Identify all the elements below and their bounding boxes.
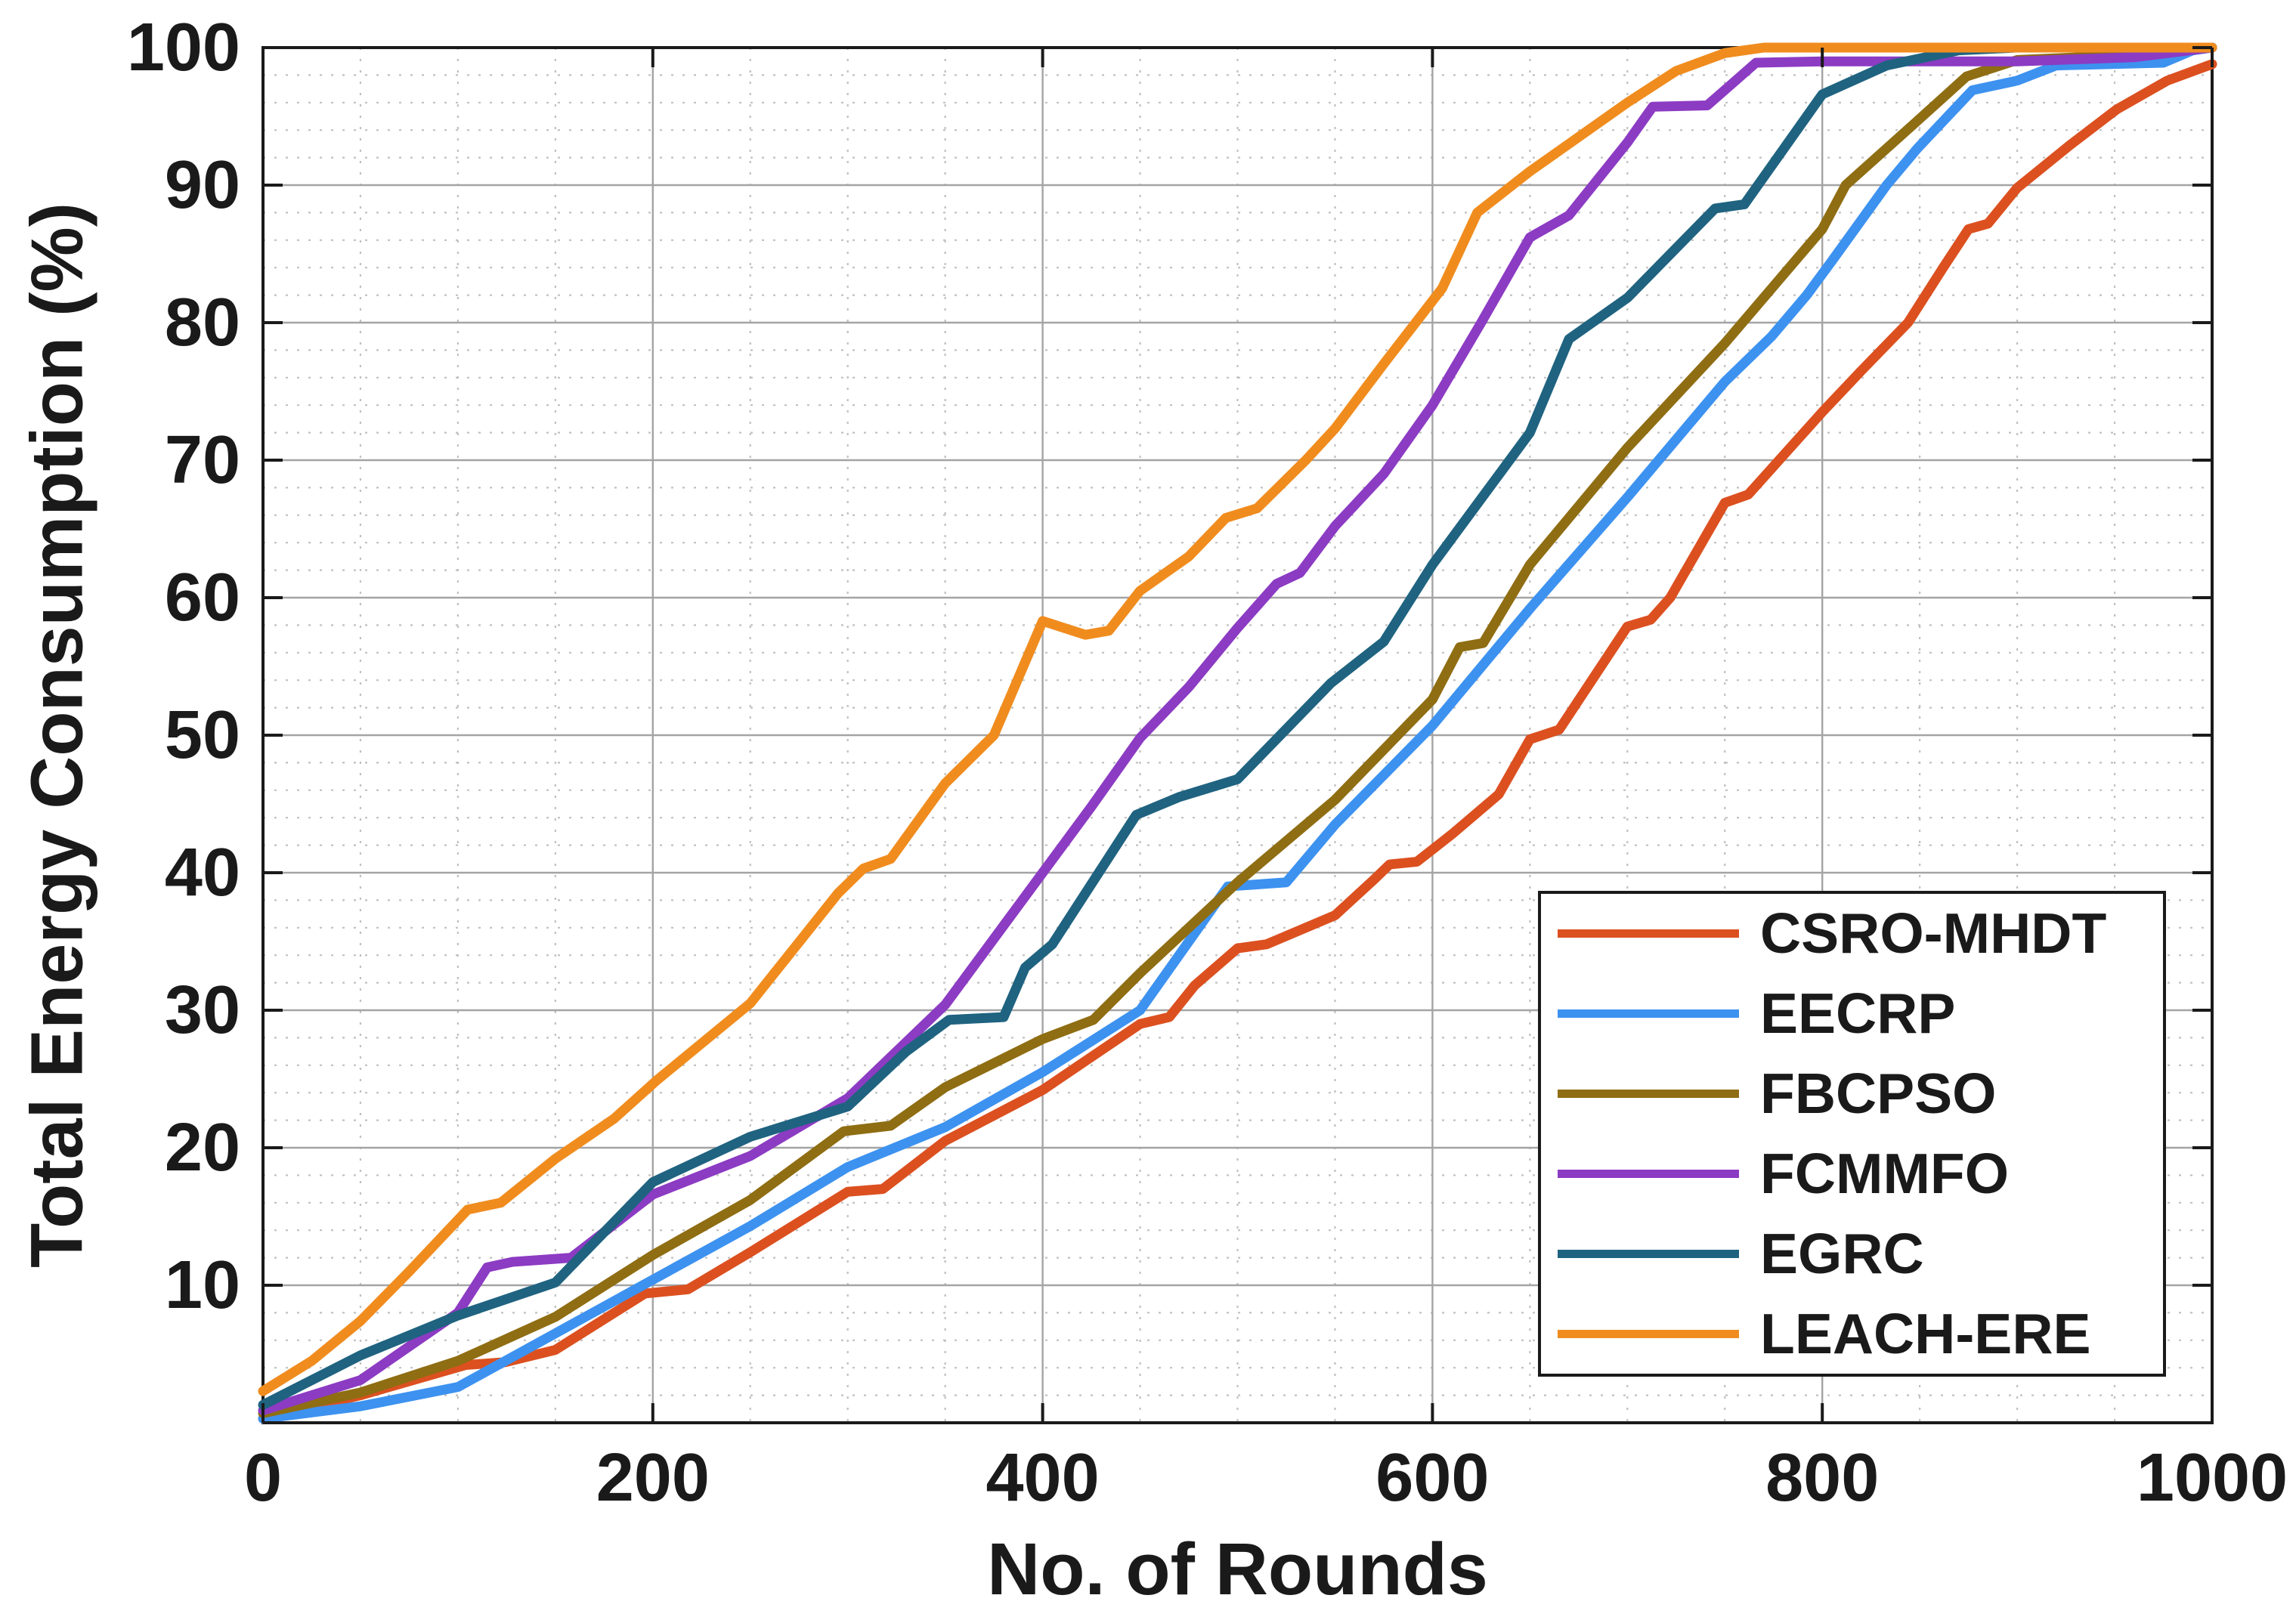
legend-line-swatch-egrc (1558, 1249, 1739, 1258)
legend-item-fbcpso: FBCPSO (1541, 1065, 2163, 1122)
y-tick-label-100: 100 (126, 10, 240, 85)
legend-line-swatch-eecrp (1558, 1009, 1739, 1019)
x-tick-label-1000: 1000 (2136, 1440, 2288, 1516)
y-tick-label-30: 30 (164, 972, 240, 1048)
x-tick-label-200: 200 (596, 1440, 710, 1516)
y-tick-label-40: 40 (164, 835, 240, 910)
legend-line-swatch-csro-mhdt (1558, 929, 1739, 938)
series-line-egrc (258, 42, 2217, 1410)
series-line-leach-ere (258, 42, 2217, 1396)
series-line-fcmmfo (258, 42, 2217, 1416)
series-line-fbcpso (258, 42, 2217, 1418)
x-tick-label-0: 0 (243, 1440, 283, 1516)
legend-item-egrc: EGRC (1541, 1221, 2163, 1285)
x-tick-label-800: 800 (1765, 1440, 1880, 1516)
y-tick-label-60: 60 (164, 560, 240, 635)
legend-label-fcmmfo: FCMMFO (1760, 1141, 2010, 1205)
legend-item-csro-mhdt: CSRO-MHDT (1541, 905, 2163, 962)
legend-line-swatch-leach-ere (1558, 1329, 1739, 1338)
legend-item-eecrp: EECRP (1541, 985, 2163, 1042)
y-tick-label-90: 90 (164, 147, 240, 223)
legend-item-fcmmfo: FCMMFO (1541, 1145, 2163, 1202)
y-tick-label-70: 70 (164, 422, 240, 498)
legend-label-egrc: EGRC (1760, 1221, 1924, 1285)
legend-label-csro-mhdt: CSRO-MHDT (1760, 901, 2107, 966)
legend: CSRO-MHDT EECRP FBCPSO FCMMFO EGRC LEACH-ERE (1538, 891, 2166, 1377)
y-tick-label-80: 80 (164, 285, 240, 360)
x-axis-label: No. of Rounds (987, 1528, 1488, 1610)
x-tick-label-600: 600 (1375, 1440, 1490, 1516)
x-tick-label-400: 400 (986, 1440, 1100, 1516)
legend-line-swatch-fcmmfo (1558, 1169, 1739, 1178)
y-tick-label-50: 50 (164, 697, 240, 773)
series-line-csro-mhdt (258, 59, 2217, 1424)
legend-item-leach-ere: LEACH-ERE (1541, 1301, 2163, 1365)
legend-label-leach-ere: LEACH-ERE (1760, 1301, 2091, 1365)
legend-line-swatch-fbcpso (1558, 1090, 1739, 1099)
series-line-eecrp (258, 42, 2217, 1424)
legend-label-eecrp: EECRP (1760, 982, 1956, 1046)
y-tick-label-10: 10 (164, 1247, 240, 1323)
y-tick-label-20: 20 (164, 1110, 240, 1186)
y-axis-label: Total Energy Consumption (%) (15, 202, 98, 1269)
legend-label-fbcpso: FBCPSO (1760, 1062, 1997, 1126)
